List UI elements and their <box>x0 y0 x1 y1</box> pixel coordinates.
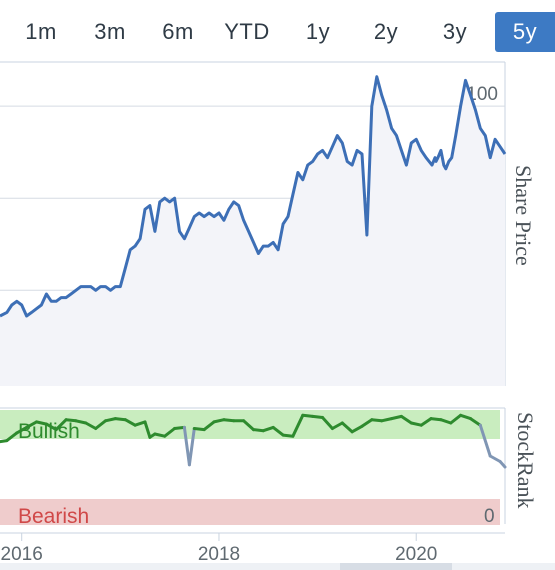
stockrank-segment <box>469 417 482 427</box>
stockrank-segment <box>212 418 226 424</box>
tab-1y[interactable]: 1y <box>305 19 331 44</box>
stockrank-segment <box>74 419 88 425</box>
bearish-label: Bearish <box>18 505 89 528</box>
bullish-label: Bullish <box>18 420 80 443</box>
navigator-handle[interactable] <box>340 563 452 570</box>
tab-ytd[interactable]: YTD <box>224 19 270 44</box>
stockrank-segment <box>498 460 507 469</box>
stockrank-segment <box>242 419 255 432</box>
stockrank-segment <box>133 420 147 427</box>
stockrank-segment <box>291 413 305 438</box>
stockrank-segment <box>321 416 334 430</box>
price-area-fill <box>0 76 505 386</box>
stockrank-segment <box>449 413 463 425</box>
range-tabs: 1m 3m 6m YTD 1y 2y 3y 5y <box>0 0 555 62</box>
stockrank-segment <box>360 418 374 428</box>
stockrank-segment <box>163 427 177 438</box>
x-tick-2016: 2016 <box>1 544 43 565</box>
price-axis-title: Share Price <box>511 165 536 266</box>
stockrank-segment <box>94 419 107 430</box>
stockrank-segment <box>153 432 167 438</box>
price-tick-100: 100 <box>466 84 498 105</box>
stockrank-segment <box>54 418 68 432</box>
stockrank-segment <box>271 425 285 437</box>
stockrank-segment <box>370 418 384 423</box>
stockrank-segment <box>459 413 472 421</box>
tab-6m[interactable]: 6m <box>162 19 194 44</box>
stockrank-segment <box>439 418 453 425</box>
stockrank-segment <box>192 427 206 432</box>
tab-5y[interactable]: 5y <box>495 12 555 52</box>
stockrank-segment <box>44 422 58 432</box>
stockrank-segment <box>380 417 394 423</box>
navigator-track[interactable] <box>0 563 555 570</box>
tab-2y[interactable]: 2y <box>373 19 399 44</box>
stockrank-segment <box>281 433 295 438</box>
stockrank-segment <box>261 425 275 433</box>
stockrank-segment <box>488 454 502 463</box>
x-axis-ticks: 2016 2018 2020 <box>1 533 437 565</box>
tab-3m[interactable]: 3m <box>94 19 126 44</box>
stockrank-segment <box>25 420 38 429</box>
stockrank-segment <box>399 414 413 425</box>
price-line <box>0 75 507 318</box>
tab-3y[interactable]: 3y <box>442 19 468 44</box>
stockrank-segment <box>301 413 315 418</box>
stockrank-segment <box>187 427 196 467</box>
stockrank-line <box>0 413 507 469</box>
stockrank-segment <box>182 425 191 467</box>
stockrank-segment <box>409 421 423 427</box>
stockrank-segment <box>123 418 137 427</box>
stockrank-segment <box>15 425 29 435</box>
stockrank-segment <box>390 414 403 421</box>
stockrank-segment <box>419 417 433 427</box>
stockrank-segment <box>64 418 78 423</box>
stockrank-segment <box>173 425 186 430</box>
stockrank-segment <box>222 418 236 423</box>
x-tick-2020: 2020 <box>395 544 437 565</box>
stockrank-segment <box>202 420 216 432</box>
stockrank-segment <box>478 423 492 458</box>
stockrank-segment <box>84 421 98 430</box>
stockrank-segment <box>5 431 19 443</box>
stockrank-segment <box>330 421 344 430</box>
stockrank-segment <box>143 420 152 439</box>
stockrank-axis-title: StockRank <box>513 412 538 509</box>
tab-1m[interactable]: 1m <box>25 19 57 44</box>
stockrank-segment <box>311 414 324 419</box>
stockrank-segment <box>104 417 117 423</box>
stockrank-tick-0: 0 <box>484 506 495 527</box>
stockrank-segment <box>113 417 127 422</box>
stockrank-segment <box>35 420 48 426</box>
stockrank-segment <box>252 428 265 433</box>
bearish-band <box>0 499 500 525</box>
stockrank-segment <box>350 424 364 434</box>
stockrank-segment <box>429 417 443 422</box>
stockrank-segment <box>340 421 354 434</box>
x-tick-2018: 2018 <box>198 544 240 565</box>
